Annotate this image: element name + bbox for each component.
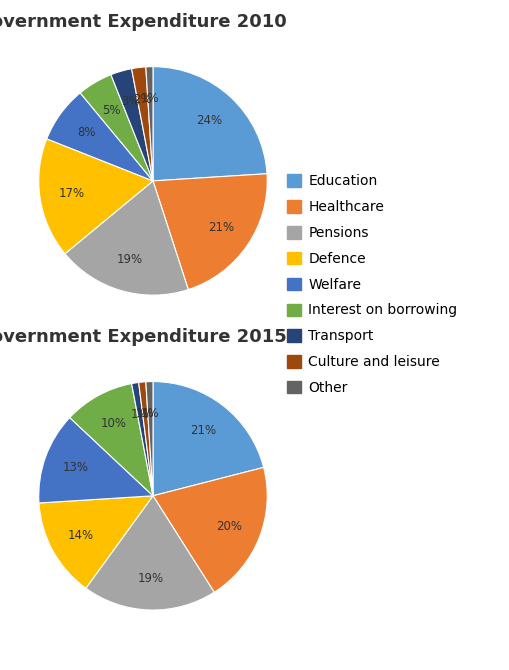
Wedge shape bbox=[153, 381, 263, 496]
Text: 13%: 13% bbox=[63, 462, 89, 474]
Text: 10%: 10% bbox=[100, 417, 126, 430]
Text: 19%: 19% bbox=[117, 253, 143, 267]
Wedge shape bbox=[131, 67, 153, 181]
Wedge shape bbox=[153, 66, 267, 181]
Wedge shape bbox=[39, 496, 153, 588]
Wedge shape bbox=[153, 174, 267, 289]
Wedge shape bbox=[111, 69, 153, 181]
Wedge shape bbox=[47, 93, 153, 181]
Text: Government Expenditure 2015: Government Expenditure 2015 bbox=[0, 328, 286, 346]
Wedge shape bbox=[86, 496, 214, 610]
Wedge shape bbox=[131, 383, 153, 496]
Text: 21%: 21% bbox=[190, 424, 216, 438]
Text: 8%: 8% bbox=[77, 126, 96, 139]
Text: 24%: 24% bbox=[196, 115, 222, 127]
Wedge shape bbox=[39, 139, 153, 254]
Wedge shape bbox=[65, 181, 188, 295]
Text: 21%: 21% bbox=[208, 220, 234, 234]
Wedge shape bbox=[80, 74, 153, 181]
Text: 2%: 2% bbox=[133, 93, 152, 106]
Text: 17%: 17% bbox=[59, 188, 84, 200]
Wedge shape bbox=[146, 381, 153, 496]
Text: 1%: 1% bbox=[141, 92, 159, 105]
Text: 5%: 5% bbox=[102, 104, 120, 117]
Text: 19%: 19% bbox=[137, 572, 163, 584]
Text: 1%: 1% bbox=[131, 408, 149, 421]
Text: 1%: 1% bbox=[141, 407, 159, 420]
Text: 20%: 20% bbox=[216, 519, 242, 533]
Legend: Education, Healthcare, Pensions, Defence, Welfare, Interest on borrowing, Transp: Education, Healthcare, Pensions, Defence… bbox=[287, 174, 457, 395]
Text: 14%: 14% bbox=[68, 529, 94, 542]
Text: Government Expenditure 2010: Government Expenditure 2010 bbox=[0, 13, 286, 31]
Wedge shape bbox=[138, 382, 153, 496]
Wedge shape bbox=[153, 468, 267, 592]
Wedge shape bbox=[146, 66, 153, 181]
Text: 3%: 3% bbox=[121, 95, 139, 109]
Wedge shape bbox=[70, 384, 153, 496]
Text: 1%: 1% bbox=[136, 407, 154, 420]
Wedge shape bbox=[39, 417, 153, 503]
